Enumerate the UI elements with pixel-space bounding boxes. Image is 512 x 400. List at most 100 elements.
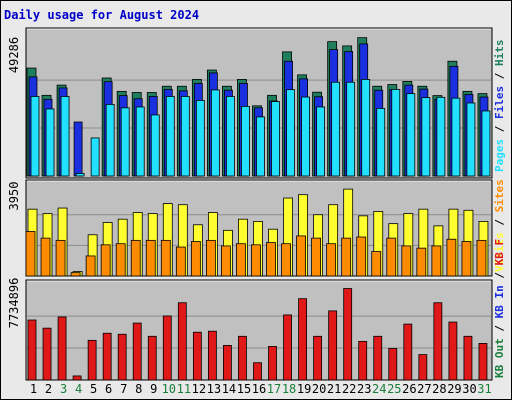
- sites-bar-23: [356, 236, 367, 277]
- pages-bar-18: [286, 89, 295, 177]
- sites-bar-14: [221, 245, 231, 277]
- pages-bar-20: [316, 106, 326, 177]
- pages-bar-4: [75, 173, 85, 177]
- pages-bar-5: [90, 137, 100, 177]
- day-label-19: 19: [297, 382, 311, 396]
- day-label-17: 17: [267, 382, 281, 396]
- day-label-9: 9: [150, 382, 157, 396]
- pages-bar-9: [150, 114, 160, 177]
- kbytes-axis-title-part-0: KB Out: [493, 338, 506, 378]
- pages-bar-22: [346, 81, 356, 177]
- sites-bar-31: [476, 239, 487, 277]
- kbytes-bar-7: [117, 333, 127, 381]
- sites-bar-22: [341, 237, 352, 277]
- pages-bar-21: [331, 81, 341, 177]
- day-label-5: 5: [90, 382, 97, 396]
- visits-axis-title-part-0: Visits: [493, 232, 506, 272]
- sites-bar-16: [251, 244, 261, 277]
- sites-bar-18: [281, 243, 291, 277]
- pages-bar-28: [436, 96, 446, 177]
- pages-bar-1: [30, 96, 40, 177]
- sites-bar-1: [25, 231, 36, 277]
- kbytes-bar-19: [298, 298, 307, 381]
- sites-bar-12: [190, 241, 201, 277]
- chart-title: Daily usage for August 2024: [4, 8, 200, 22]
- day-label-10: 10: [162, 382, 176, 396]
- day-label-21: 21: [327, 382, 341, 396]
- pages-bar-10: [165, 96, 175, 177]
- pages-bar-12: [195, 100, 205, 177]
- sites-bar-19: [296, 235, 306, 277]
- day-label-23: 23: [357, 382, 371, 396]
- sites-bar-2: [40, 237, 51, 277]
- kbytes-axis-title: KB Out / KB In / KB F: [493, 239, 506, 378]
- kbytes-axis-title-separator-1: /: [493, 265, 506, 285]
- sites-bar-24: [371, 251, 382, 277]
- hits-axis-title-part-1: Files: [493, 86, 506, 119]
- sites-bar-28: [431, 245, 442, 277]
- day-label-4: 4: [75, 382, 82, 396]
- day-label-30: 30: [462, 382, 476, 396]
- pages-bar-31: [481, 110, 491, 177]
- hits-axis-title: Pages / Files / Hits: [493, 40, 506, 173]
- pages-bar-6: [105, 104, 115, 177]
- kbytes-bar-9: [147, 335, 157, 381]
- pages-bar-16: [256, 116, 265, 177]
- kbytes-bar-13: [207, 330, 217, 381]
- files-bar-4: [73, 121, 83, 177]
- pages-bar-25: [391, 88, 401, 177]
- pages-bar-3: [60, 96, 70, 177]
- day-label-27: 27: [417, 382, 431, 396]
- sites-bar-4: [70, 272, 81, 277]
- pages-bar-19: [301, 96, 310, 177]
- kbytes-bar-15: [238, 335, 247, 381]
- sites-bar-29: [446, 238, 457, 277]
- kbytes-bar-11: [177, 302, 187, 381]
- sites-bar-15: [236, 243, 246, 277]
- sites-bar-6: [100, 244, 111, 277]
- kbytes-bar-23: [358, 340, 368, 381]
- kbytes-bar-18: [283, 314, 292, 381]
- day-label-2: 2: [45, 382, 52, 396]
- day-label-28: 28: [432, 382, 446, 396]
- kbytes-bar-27: [418, 354, 428, 381]
- kbytes-bar-4: [72, 375, 82, 381]
- kbytes-axis-title-separator-0: /: [493, 318, 506, 338]
- sites-bar-25: [386, 237, 397, 277]
- kbytes-axis-title-part-1: KB In: [493, 285, 506, 318]
- pages-bar-24: [376, 107, 386, 177]
- sites-bar-11: [175, 246, 186, 277]
- kbytes-bar-22: [343, 288, 353, 381]
- pages-bar-27: [421, 97, 431, 177]
- day-label-12: 12: [192, 382, 206, 396]
- kbytes-bar-29: [448, 321, 458, 381]
- kbytes-bar-17: [268, 346, 277, 381]
- kbytes-bar-26: [403, 323, 413, 381]
- kbytes-bar-1: [27, 319, 37, 381]
- sites-bar-8: [130, 239, 141, 277]
- kbytes-bar-24: [373, 335, 383, 381]
- kbytes-axis-title-part-2: KB F: [493, 239, 506, 266]
- day-label-11: 11: [177, 382, 191, 396]
- day-label-31: 31: [477, 382, 491, 396]
- hits-axis-title-part-0: Pages: [493, 139, 506, 172]
- day-label-1: 1: [30, 382, 37, 396]
- kbytes-ymax-label: 7734896: [7, 278, 21, 329]
- day-label-13: 13: [207, 382, 221, 396]
- sites-bar-7: [115, 243, 126, 277]
- sites-bar-27: [416, 247, 427, 277]
- kbytes-bar-3: [57, 316, 67, 381]
- pages-bar-13: [210, 89, 220, 177]
- pages-bar-14: [226, 96, 235, 177]
- kbytes-bar-16: [253, 362, 262, 381]
- kbytes-bar-28: [433, 302, 443, 381]
- day-label-15: 15: [237, 382, 251, 396]
- visits-axis-title-separator-0: /: [493, 212, 506, 232]
- day-label-26: 26: [402, 382, 416, 396]
- visits-ymax-label: 3950: [7, 182, 21, 211]
- day-label-22: 22: [342, 382, 356, 396]
- pages-bar-26: [406, 93, 416, 177]
- kbytes-bar-21: [328, 310, 338, 381]
- sites-bar-13: [205, 239, 216, 277]
